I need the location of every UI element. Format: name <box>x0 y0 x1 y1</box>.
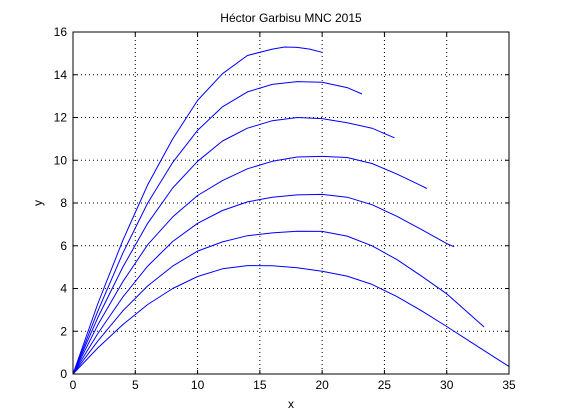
chart-title: Héctor Garbisu MNC 2015 <box>220 11 362 25</box>
series-line-3 <box>72 193 455 375</box>
series-line-7 <box>72 46 323 375</box>
y-tick-label: 12 <box>54 111 68 125</box>
series-lines <box>72 46 510 375</box>
series-line-1 <box>72 265 510 375</box>
series-line-6 <box>72 81 363 375</box>
y-tick-label: 0 <box>60 367 67 381</box>
axis-ticks: 0 5 10 15 20 25 30 35 0 2 4 6 8 10 12 14 16 <box>54 25 516 392</box>
y-tick-label: 8 <box>60 196 67 210</box>
x-tick-label: 0 <box>70 378 77 392</box>
y-tick-label: 14 <box>54 68 68 82</box>
y-tick-label: 2 <box>60 324 67 338</box>
x-tick-label: 25 <box>378 378 392 392</box>
y-tick-label: 16 <box>54 25 68 39</box>
x-tick-label: 15 <box>253 378 267 392</box>
y-tick-label: 10 <box>54 153 68 167</box>
x-tick-label: 35 <box>502 378 516 392</box>
x-tick-label: 20 <box>315 378 329 392</box>
series-line-2 <box>72 230 485 375</box>
y-tick-label: 6 <box>60 239 67 253</box>
x-tick-label: 5 <box>132 378 139 392</box>
x-tick-label: 30 <box>440 378 454 392</box>
x-tick-label: 10 <box>191 378 205 392</box>
x-axis-label: x <box>288 397 294 411</box>
series-line-5 <box>72 117 395 375</box>
y-tick-label: 4 <box>60 282 67 296</box>
y-axis-label: y <box>31 200 45 206</box>
series-line-4 <box>72 155 428 375</box>
